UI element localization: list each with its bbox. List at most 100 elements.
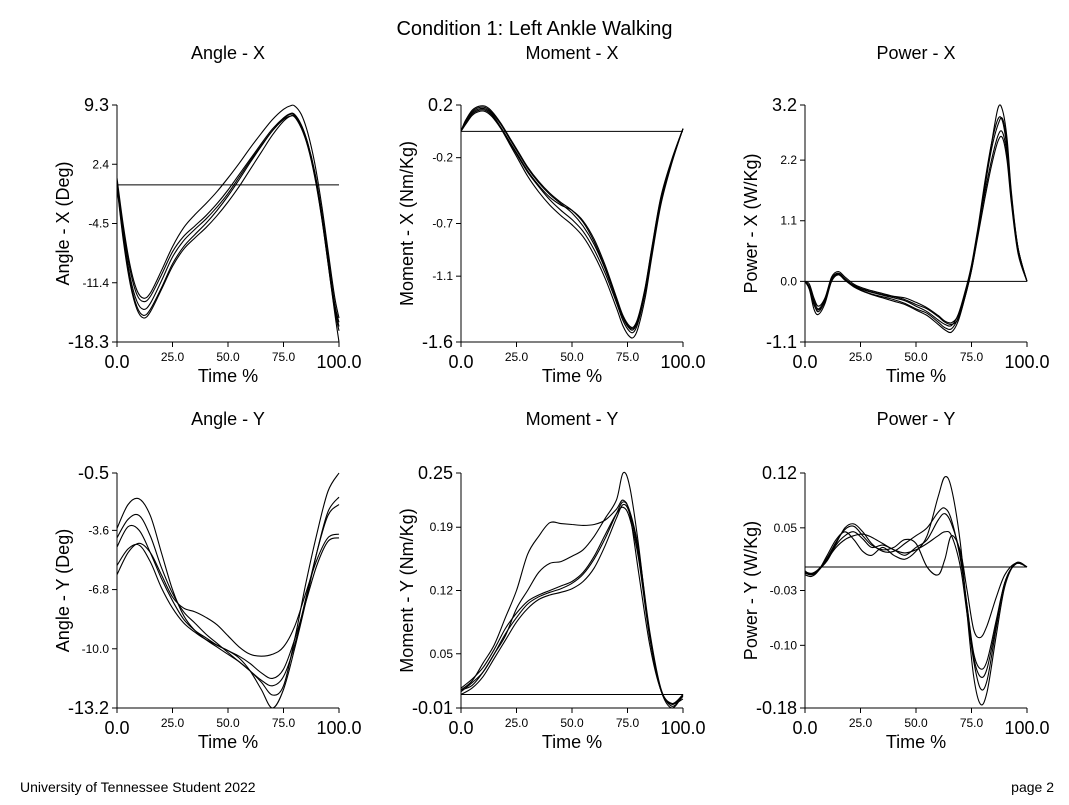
- y-tick-label: 0.05: [774, 521, 798, 535]
- series-line-1: [804, 116, 1028, 327]
- y-tick-label: -10.0: [82, 642, 110, 656]
- x-tick-label: 25.0: [849, 716, 873, 730]
- x-axis-label: Time %: [886, 732, 946, 752]
- x-tick-label: 0.0: [792, 718, 817, 738]
- x-tick-label: 50.0: [904, 350, 928, 364]
- x-tick-label: 75.0: [960, 350, 984, 364]
- series-line-5: [460, 105, 684, 330]
- series-line-2: [804, 476, 1028, 706]
- chart-title: Power - X: [876, 43, 955, 63]
- footer-page-number: page 2: [1011, 779, 1054, 795]
- series-line-4: [116, 114, 340, 323]
- chart-title: Moment - Y: [526, 409, 619, 429]
- chart-title: Moment - X: [525, 43, 618, 63]
- series-line-4: [116, 537, 340, 679]
- y-tick-label: -0.18: [756, 698, 797, 718]
- x-tick-label: 25.0: [849, 350, 873, 364]
- series-line-2: [460, 471, 684, 705]
- y-tick-label: -0.7: [432, 217, 453, 231]
- series-line-5: [116, 504, 340, 687]
- x-axis-label: Time %: [198, 732, 258, 752]
- y-axis-label: Moment - X (Nm/Kg): [397, 141, 417, 306]
- x-tick-label: 75.0: [616, 716, 640, 730]
- chart-panel-6: Power - Y 0.0 100.0 25.0 50.0 75.0 -0.18 0.12 -0…: [741, 409, 1050, 752]
- series-line-5: [804, 117, 1028, 326]
- x-tick-label: 0.0: [792, 352, 817, 372]
- y-tick-label: -1.1: [432, 269, 453, 283]
- series-line-3: [460, 107, 684, 329]
- x-tick-label: 75.0: [272, 350, 296, 364]
- y-tick-label: 9.3: [84, 95, 109, 115]
- y-tick-label: 3.2: [772, 95, 797, 115]
- x-tick-label: 100.0: [1004, 352, 1049, 372]
- x-tick-label: 50.0: [560, 716, 584, 730]
- series-line-5: [804, 513, 1028, 678]
- series-line-3: [804, 135, 1028, 324]
- series-line-1: [460, 499, 684, 705]
- x-tick-label: 50.0: [560, 350, 584, 364]
- x-tick-label: 75.0: [616, 350, 640, 364]
- y-tick-label: -6.8: [88, 583, 109, 597]
- y-tick-label: -0.2: [432, 151, 453, 165]
- y-tick-label: -0.10: [770, 638, 798, 652]
- chart-panel-1: Angle - X 0.0 100.0 25.0 50.0 75.0 -18.3 9.3 -11…: [53, 43, 362, 386]
- chart-title: Angle - X: [191, 43, 265, 63]
- x-tick-label: 100.0: [660, 718, 705, 738]
- series-line-4: [460, 501, 684, 707]
- x-tick-label: 0.0: [104, 718, 129, 738]
- series-line-2: [804, 104, 1028, 334]
- y-tick-label: -0.03: [770, 584, 798, 598]
- y-tick-label: 0.12: [762, 463, 797, 483]
- series-line-4: [804, 130, 1028, 331]
- chart-panel-3: Power - X 0.0 100.0 25.0 50.0 75.0 -1.1 3.2 0.0 1…: [741, 43, 1050, 386]
- x-tick-label: 50.0: [216, 350, 240, 364]
- chart-panel-5: Moment - Y 0.0 100.0 25.0 50.0 75.0 -0.01 0.25 0…: [397, 409, 706, 752]
- y-tick-label: -1.1: [766, 332, 797, 352]
- series-line-4: [804, 530, 1028, 691]
- x-tick-label: 25.0: [161, 716, 185, 730]
- x-tick-label: 0.0: [448, 718, 473, 738]
- y-tick-label: -0.5: [78, 463, 109, 483]
- x-axis-label: Time %: [542, 366, 602, 386]
- x-tick-label: 100.0: [316, 352, 361, 372]
- x-tick-label: 25.0: [505, 350, 529, 364]
- x-axis-label: Time %: [886, 366, 946, 386]
- x-tick-label: 25.0: [505, 716, 529, 730]
- y-tick-label: 1.1: [780, 214, 797, 228]
- x-tick-label: 25.0: [161, 350, 185, 364]
- x-tick-label: 75.0: [272, 716, 296, 730]
- y-tick-label: -11.4: [83, 276, 110, 290]
- x-axis-label: Time %: [198, 366, 258, 386]
- y-tick-label: -18.3: [68, 332, 109, 352]
- chart-title: Power - Y: [877, 409, 956, 429]
- chart-panel-2: Moment - X 0.0 100.0 25.0 50.0 75.0 -1.6 0.2 -1.…: [397, 43, 706, 386]
- y-tick-label: 0.2: [428, 95, 453, 115]
- series-line-2: [460, 110, 684, 334]
- series-line-5: [116, 104, 340, 319]
- x-tick-label: 50.0: [904, 716, 928, 730]
- x-tick-label: 50.0: [216, 716, 240, 730]
- y-axis-label: Power - Y (W/Kg): [741, 521, 761, 660]
- series-line-1: [116, 112, 340, 327]
- y-axis-label: Moment - Y (Nm/Kg): [397, 508, 417, 672]
- y-tick-label: 0.19: [430, 520, 454, 534]
- series-line-3: [804, 525, 1028, 639]
- series-line-3: [460, 503, 684, 709]
- series-line-3: [116, 533, 340, 657]
- x-tick-label: 0.0: [104, 352, 129, 372]
- y-tick-label: 0.25: [418, 463, 453, 483]
- y-axis-label: Power - X (W/Kg): [741, 153, 761, 293]
- chart-panel-4: Angle - Y 0.0 100.0 25.0 50.0 75.0 -13.2 -0.5 -1…: [53, 409, 362, 752]
- y-tick-label: 2.2: [780, 153, 797, 167]
- x-tick-label: 100.0: [316, 718, 361, 738]
- series-line-2: [116, 115, 340, 331]
- series-line-1: [116, 472, 340, 696]
- series-line-3: [116, 113, 340, 343]
- y-tick-label: -13.2: [68, 698, 109, 718]
- series-line-1: [804, 507, 1028, 670]
- y-axis-label: Angle - Y (Deg): [53, 529, 73, 652]
- series-line-1: [460, 106, 684, 331]
- y-tick-label: 2.4: [92, 157, 109, 171]
- y-tick-label: -3.6: [88, 523, 109, 537]
